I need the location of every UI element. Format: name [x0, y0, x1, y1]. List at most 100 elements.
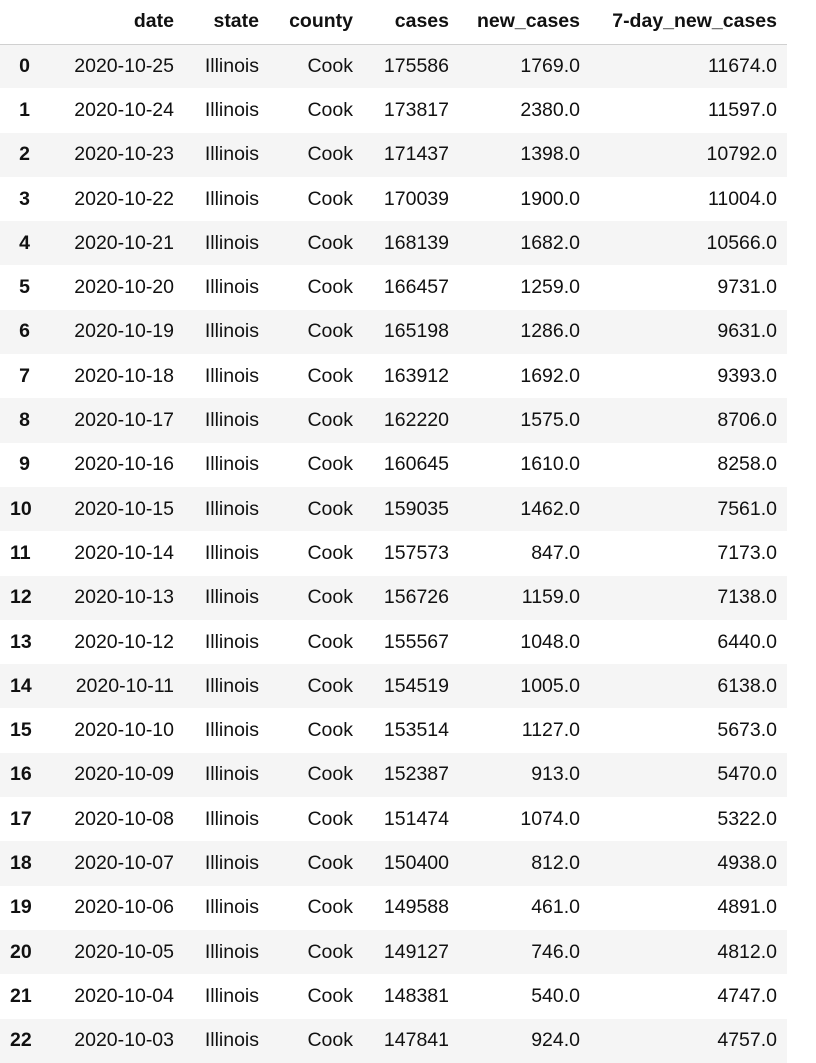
- cell-date: 2020-10-11: [75, 674, 174, 697]
- cell-date: 2020-10-12: [74, 630, 174, 653]
- cell-7-day-new-cases: 7138.0: [717, 586, 777, 609]
- cell-new-cases: 461.0: [531, 896, 580, 919]
- table-row: 4 2020-10-21 Illinois Cook 168139 1682.0 10566…: [0, 221, 787, 266]
- cell-date: 2020-10-09: [74, 763, 174, 786]
- cell-county: Cook: [307, 231, 353, 254]
- cell-state: Illinois: [204, 54, 259, 77]
- table-row: 14 2020-10-11 Illinois Cook 154519 1005.0 6138…: [0, 664, 787, 709]
- cell-state: Illinois: [204, 409, 259, 432]
- cell-7-day-new-cases: 10792.0: [706, 143, 778, 166]
- cell-new-cases: 746.0: [531, 940, 580, 963]
- column-header-date: date: [40, 0, 184, 45]
- cell-date: 2020-10-24: [74, 98, 174, 121]
- row-index: 4: [19, 231, 30, 254]
- table-row: 7 2020-10-18 Illinois Cook 163912 1692.0 9393.…: [0, 354, 787, 399]
- cell-new-cases: 847.0: [531, 541, 580, 564]
- row-index: 14: [10, 674, 32, 697]
- cell-7-day-new-cases: 9393.0: [717, 364, 777, 387]
- cell-cases: 151474: [383, 807, 449, 830]
- cell-new-cases: 1682.0: [520, 231, 580, 254]
- cell-7-day-new-cases: 9631.0: [717, 320, 777, 343]
- row-index: 18: [10, 851, 32, 874]
- cell-cases: 153514: [383, 719, 449, 742]
- cell-7-day-new-cases: 4812.0: [717, 940, 777, 963]
- cell-state: Illinois: [204, 143, 259, 166]
- column-header-cases: cases: [363, 0, 459, 45]
- cell-state: Illinois: [204, 763, 259, 786]
- cell-state: Illinois: [204, 896, 259, 919]
- cell-cases: 173817: [383, 98, 449, 121]
- cell-new-cases: 1900.0: [520, 187, 580, 210]
- cell-cases: 155567: [383, 630, 449, 653]
- table-row: 6 2020-10-19 Illinois Cook 165198 1286.0 9631.…: [0, 309, 787, 355]
- cell-county: Cook: [307, 1029, 353, 1052]
- table-row: 16 2020-10-09 Illinois Cook 152387 913.0 5470.…: [0, 752, 787, 798]
- cell-date: 2020-10-19: [74, 320, 174, 343]
- cell-county: Cook: [307, 586, 353, 609]
- cell-cases: 162220: [383, 409, 449, 432]
- row-index: 16: [10, 763, 32, 786]
- cell-7-day-new-cases: 11674.0: [707, 54, 777, 77]
- cell-county: Cook: [307, 453, 353, 476]
- cell-new-cases: 924.0: [531, 1029, 580, 1052]
- row-index: 20: [10, 940, 32, 963]
- cell-county: Cook: [307, 807, 353, 830]
- cell-cases: 156726: [383, 586, 449, 609]
- row-index: 8: [19, 409, 30, 432]
- table-row: 9 2020-10-16 Illinois Cook 160645 1610.0 8258.…: [0, 442, 787, 487]
- cell-state: Illinois: [204, 674, 259, 697]
- cell-date: 2020-10-07: [74, 851, 174, 874]
- row-index: 22: [10, 1029, 32, 1052]
- cell-new-cases: 1159.0: [521, 586, 580, 609]
- cell-date: 2020-10-10: [74, 719, 174, 742]
- cell-cases: 168139: [383, 231, 449, 254]
- cell-county: Cook: [307, 320, 353, 343]
- cell-date: 2020-10-06: [74, 896, 174, 919]
- cell-county: Cook: [307, 54, 353, 77]
- cell-7-day-new-cases: 8258.0: [717, 453, 777, 476]
- cell-date: 2020-10-21: [74, 231, 174, 254]
- table-row: 18 2020-10-07 Illinois Cook 150400 812.0 4938.…: [0, 841, 787, 886]
- table-row: 3 2020-10-22 Illinois Cook 170039 1900.0 11004…: [0, 176, 787, 222]
- cell-date: 2020-10-08: [74, 807, 174, 830]
- cell-cases: 147841: [383, 1029, 449, 1052]
- row-index: 10: [10, 497, 32, 520]
- cell-7-day-new-cases: 11004.0: [707, 187, 777, 210]
- cell-cases: 160645: [383, 453, 449, 476]
- cell-7-day-new-cases: 4747.0: [717, 984, 777, 1007]
- cell-county: Cook: [307, 98, 353, 121]
- cell-state: Illinois: [204, 187, 259, 210]
- cell-county: Cook: [307, 364, 353, 387]
- cell-cases: 149588: [383, 896, 449, 919]
- cell-7-day-new-cases: 7561.0: [717, 497, 777, 520]
- cell-date: 2020-10-13: [74, 586, 174, 609]
- cell-cases: 148381: [383, 984, 449, 1007]
- cell-date: 2020-10-17: [74, 409, 174, 432]
- cell-new-cases: 2380.0: [520, 98, 580, 121]
- dataframe-table: date state county cases new_cases 7-day_…: [0, 0, 787, 1063]
- table-row: 21 2020-10-04 Illinois Cook 148381 540.0 4747.…: [0, 974, 787, 1019]
- cell-date: 2020-10-03: [74, 1029, 174, 1052]
- cell-new-cases: 812.0: [531, 851, 580, 874]
- row-index: 17: [10, 807, 32, 830]
- row-index: 0: [19, 54, 30, 77]
- cell-cases: 165198: [383, 320, 449, 343]
- cell-county: Cook: [307, 541, 353, 564]
- cell-new-cases: 1575.0: [520, 409, 580, 432]
- cell-cases: 149127: [383, 940, 449, 963]
- row-index: 11: [10, 541, 31, 564]
- cell-state: Illinois: [204, 807, 259, 830]
- table-row: 22 2020-10-03 Illinois Cook 147841 924.0 4757.…: [0, 1018, 787, 1063]
- cell-state: Illinois: [204, 231, 259, 254]
- table-row: 10 2020-10-15 Illinois Cook 159035 1462.0 7561…: [0, 486, 787, 532]
- cell-state: Illinois: [204, 940, 259, 963]
- cell-state: Illinois: [204, 453, 259, 476]
- cell-new-cases: 1074.0: [520, 807, 580, 830]
- cell-state: Illinois: [204, 984, 259, 1007]
- cell-cases: 152387: [383, 763, 449, 786]
- row-index: 15: [10, 719, 32, 742]
- cell-cases: 166457: [383, 276, 449, 299]
- row-index: 3: [19, 187, 30, 210]
- cell-state: Illinois: [204, 276, 259, 299]
- index-header: [0, 0, 40, 45]
